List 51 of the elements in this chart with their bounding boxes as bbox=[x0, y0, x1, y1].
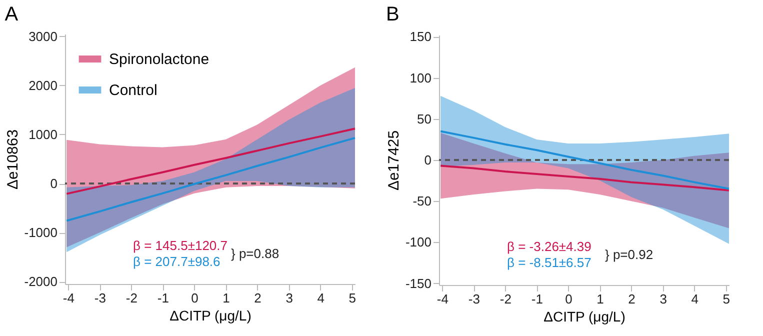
y-tick-label: 0 bbox=[424, 152, 432, 168]
y-tick-label: 100 bbox=[410, 70, 432, 86]
legend-label: Control bbox=[109, 82, 158, 99]
chart-title: B bbox=[386, 4, 400, 26]
y-tick-label: -150 bbox=[405, 276, 432, 291]
y-tick-label: 0 bbox=[50, 176, 58, 192]
x-tick-label: 3 bbox=[286, 290, 293, 306]
x-tick-label: 3 bbox=[660, 292, 667, 306]
annotation: β = 145.5±120.7 bbox=[133, 238, 228, 253]
x-tick-label: 5 bbox=[722, 292, 730, 306]
line-series bbox=[440, 164, 730, 192]
line-series bbox=[66, 128, 356, 195]
y-tick-label: 150 bbox=[410, 29, 432, 44]
x-tick-label: -4 bbox=[62, 290, 74, 306]
annotation: } p=0.88 bbox=[231, 246, 280, 261]
x-tick-label: 1 bbox=[222, 290, 230, 306]
y-tick-label: -1000 bbox=[24, 225, 58, 240]
x-axis-title: ΔCITP (μg/L) bbox=[170, 308, 252, 324]
y-tick-label: 3000 bbox=[28, 28, 58, 44]
x-tick-label: 1 bbox=[596, 292, 604, 306]
x-tick-label: 4 bbox=[317, 290, 324, 306]
y-tick-label: -100 bbox=[405, 234, 432, 250]
y-tick-label: 2000 bbox=[28, 78, 58, 93]
y-axis-title: Δe17425 bbox=[385, 130, 402, 191]
x-tick-label: -3 bbox=[468, 292, 480, 306]
y-tick-label: -2000 bbox=[24, 274, 58, 290]
y-axis-title: Δe10863 bbox=[4, 129, 22, 190]
y-tick-label: 50 bbox=[417, 111, 432, 126]
x-tick-label: -4 bbox=[436, 292, 448, 306]
x-tick-label: -2 bbox=[500, 292, 512, 306]
x-tick-label: -1 bbox=[531, 292, 543, 306]
x-tick-label: 0 bbox=[191, 290, 198, 306]
x-axis-title: ΔCITP (μg/L) bbox=[544, 308, 626, 324]
y-tick-label: -50 bbox=[412, 194, 432, 209]
x-tick-label: -1 bbox=[157, 290, 169, 306]
annotation: β = -3.26±4.39 bbox=[507, 239, 592, 254]
y-tick-label: 1000 bbox=[28, 126, 58, 142]
annotation: β = -8.51±6.57 bbox=[507, 255, 592, 270]
x-tick-label: 4 bbox=[691, 292, 698, 306]
x-tick-label: 5 bbox=[348, 290, 356, 306]
annotation: β = 207.7±98.6 bbox=[133, 254, 220, 269]
x-tick-label: 2 bbox=[254, 290, 262, 306]
annotation: } p=0.92 bbox=[605, 247, 654, 262]
chart-title: A bbox=[4, 3, 19, 26]
line-series bbox=[440, 130, 730, 190]
x-tick-label: 2 bbox=[628, 292, 636, 306]
x-tick-label: -3 bbox=[94, 290, 106, 306]
x-tick-label: 0 bbox=[565, 292, 572, 306]
line-series bbox=[66, 136, 356, 222]
x-tick-label: -2 bbox=[126, 290, 138, 306]
legend-label: Spironolactone bbox=[109, 51, 210, 68]
